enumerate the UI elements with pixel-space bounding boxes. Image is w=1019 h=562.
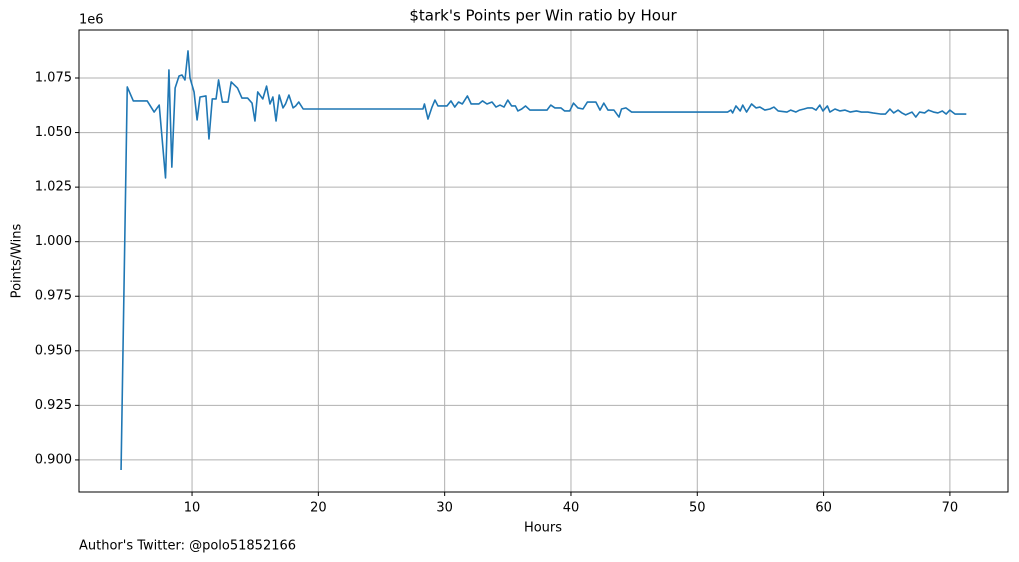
x-tick-label: 40	[563, 501, 580, 516]
x-tick-label: 30	[436, 501, 453, 516]
y-tick-label: 1.050	[35, 125, 72, 140]
x-tick-label: 50	[689, 501, 706, 516]
y-tick-label: 0.925	[35, 398, 72, 413]
chart-title: $tark's Points per Win ratio by Hour	[409, 7, 677, 25]
data-line	[120, 50, 967, 470]
annotation: Author's Twitter: @polo51852166	[79, 539, 296, 554]
y-tick-label: 1.025	[35, 180, 72, 195]
y-tick-label: 0.900	[35, 452, 72, 467]
y-offset-label: 1e6	[79, 13, 104, 28]
y-tick-label: 0.975	[35, 289, 72, 304]
x-tick-label: 20	[310, 501, 327, 516]
plot-frame	[78, 29, 1009, 493]
x-tick-label: 60	[815, 501, 832, 516]
y-axis-label: Points/Wins	[10, 223, 25, 298]
y-tick-label: 0.950	[35, 343, 72, 358]
y-tick-label: 1.000	[35, 234, 72, 249]
y-tick-label: 1.075	[35, 71, 72, 86]
x-tick-label: 10	[184, 501, 201, 516]
x-axis-label: Hours	[524, 521, 562, 536]
x-tick-label: 70	[942, 501, 959, 516]
